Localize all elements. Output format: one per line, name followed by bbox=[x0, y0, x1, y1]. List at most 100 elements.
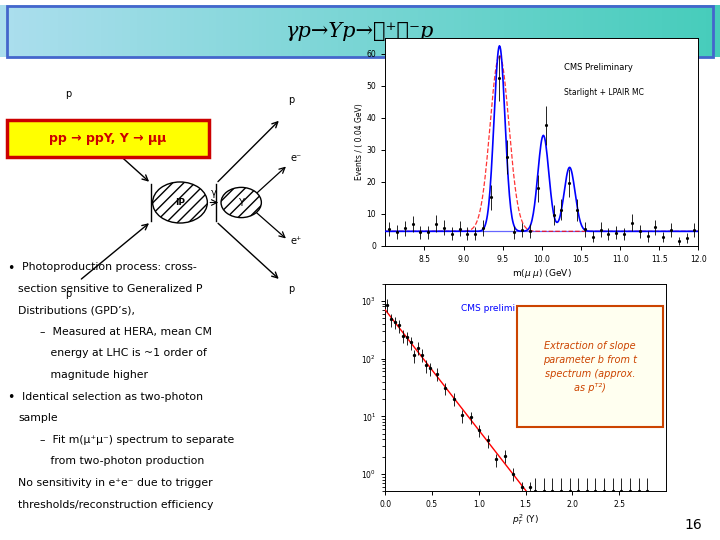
Bar bbox=[497, 5, 504, 57]
Bar bbox=[526, 5, 533, 57]
Bar bbox=[562, 5, 569, 57]
Bar bbox=[425, 5, 432, 57]
Bar bbox=[598, 5, 605, 57]
Text: Identical selection as two-photon: Identical selection as two-photon bbox=[22, 392, 202, 402]
Bar bbox=[151, 5, 158, 57]
Bar bbox=[187, 5, 194, 57]
Bar bbox=[389, 5, 396, 57]
Bar bbox=[346, 5, 353, 57]
Bar bbox=[533, 5, 540, 57]
Text: –  Measured at HERA, mean CM: – Measured at HERA, mean CM bbox=[40, 327, 212, 337]
Bar bbox=[698, 5, 706, 57]
Bar bbox=[677, 5, 684, 57]
Bar bbox=[605, 5, 612, 57]
Bar bbox=[202, 5, 209, 57]
Bar bbox=[302, 5, 310, 57]
Text: thresholds/reconstruction efficiency: thresholds/reconstruction efficiency bbox=[18, 500, 213, 510]
Bar bbox=[29, 5, 36, 57]
Text: pp → ppY, Y → μμ: pp → ppY, Y → μμ bbox=[50, 132, 166, 145]
Bar bbox=[0, 5, 7, 57]
FancyBboxPatch shape bbox=[7, 120, 209, 157]
Text: magnitude higher: magnitude higher bbox=[40, 370, 148, 380]
Y-axis label: Events / ( 0.04 GeV): Events / ( 0.04 GeV) bbox=[355, 103, 364, 180]
Bar bbox=[259, 5, 266, 57]
X-axis label: $p_T^2$ (Y): $p_T^2$ (Y) bbox=[512, 512, 539, 527]
Bar bbox=[101, 5, 108, 57]
Bar bbox=[468, 5, 475, 57]
Bar bbox=[338, 5, 346, 57]
Bar bbox=[274, 5, 281, 57]
Bar bbox=[641, 5, 648, 57]
Text: γ: γ bbox=[211, 188, 217, 198]
Text: p: p bbox=[65, 89, 71, 99]
Text: energy at LHC is ~1 order of: energy at LHC is ~1 order of bbox=[40, 348, 207, 359]
Bar bbox=[439, 5, 446, 57]
Bar bbox=[223, 5, 230, 57]
Bar bbox=[194, 5, 202, 57]
Text: IP: IP bbox=[175, 198, 185, 207]
X-axis label: m($\mu$ $\mu$) (GeV): m($\mu$ $\mu$) (GeV) bbox=[512, 267, 572, 280]
Bar bbox=[252, 5, 259, 57]
Text: Distributions (GPD’s),: Distributions (GPD’s), bbox=[18, 305, 135, 315]
Bar bbox=[238, 5, 245, 57]
Bar bbox=[137, 5, 144, 57]
Text: CMS preliminary: CMS preliminary bbox=[461, 304, 536, 313]
Bar bbox=[670, 5, 677, 57]
Bar bbox=[216, 5, 223, 57]
Bar bbox=[180, 5, 187, 57]
Text: •: • bbox=[7, 392, 14, 404]
Bar bbox=[245, 5, 252, 57]
Bar bbox=[22, 5, 29, 57]
Bar bbox=[684, 5, 691, 57]
Circle shape bbox=[153, 182, 207, 223]
Bar bbox=[482, 5, 490, 57]
Bar bbox=[209, 5, 216, 57]
Text: Starlight + LPAIR MC: Starlight + LPAIR MC bbox=[564, 87, 644, 97]
Bar bbox=[619, 5, 626, 57]
Bar bbox=[461, 5, 468, 57]
Bar bbox=[382, 5, 389, 57]
Bar bbox=[475, 5, 482, 57]
Bar bbox=[576, 5, 583, 57]
Bar bbox=[396, 5, 403, 57]
Text: •: • bbox=[7, 262, 14, 275]
FancyBboxPatch shape bbox=[517, 306, 663, 427]
Bar bbox=[266, 5, 274, 57]
Text: 16: 16 bbox=[684, 518, 702, 532]
Bar bbox=[79, 5, 86, 57]
Bar bbox=[144, 5, 151, 57]
Circle shape bbox=[221, 187, 261, 218]
Bar bbox=[353, 5, 360, 57]
Bar bbox=[158, 5, 166, 57]
Bar bbox=[540, 5, 547, 57]
Bar bbox=[108, 5, 115, 57]
Bar bbox=[115, 5, 122, 57]
Bar bbox=[94, 5, 101, 57]
Text: e⁺: e⁺ bbox=[290, 236, 302, 246]
Bar bbox=[281, 5, 288, 57]
Bar bbox=[310, 5, 317, 57]
Bar bbox=[324, 5, 331, 57]
Bar bbox=[446, 5, 454, 57]
Bar bbox=[65, 5, 72, 57]
Text: e⁻: e⁻ bbox=[290, 153, 301, 163]
Bar bbox=[518, 5, 526, 57]
Bar bbox=[317, 5, 324, 57]
Bar bbox=[166, 5, 173, 57]
Text: p: p bbox=[288, 284, 294, 294]
Bar bbox=[454, 5, 461, 57]
Bar bbox=[432, 5, 439, 57]
Bar bbox=[634, 5, 641, 57]
Text: γp→Υp→ℓ⁺ℓ⁻p: γp→Υp→ℓ⁺ℓ⁻p bbox=[286, 22, 434, 41]
Bar bbox=[569, 5, 576, 57]
Bar bbox=[490, 5, 497, 57]
Bar bbox=[36, 5, 43, 57]
Bar bbox=[403, 5, 410, 57]
Bar bbox=[86, 5, 94, 57]
Bar bbox=[122, 5, 130, 57]
Bar bbox=[7, 5, 14, 57]
Bar bbox=[418, 5, 425, 57]
Text: Υ: Υ bbox=[238, 198, 244, 207]
Bar bbox=[50, 5, 58, 57]
Bar bbox=[662, 5, 670, 57]
